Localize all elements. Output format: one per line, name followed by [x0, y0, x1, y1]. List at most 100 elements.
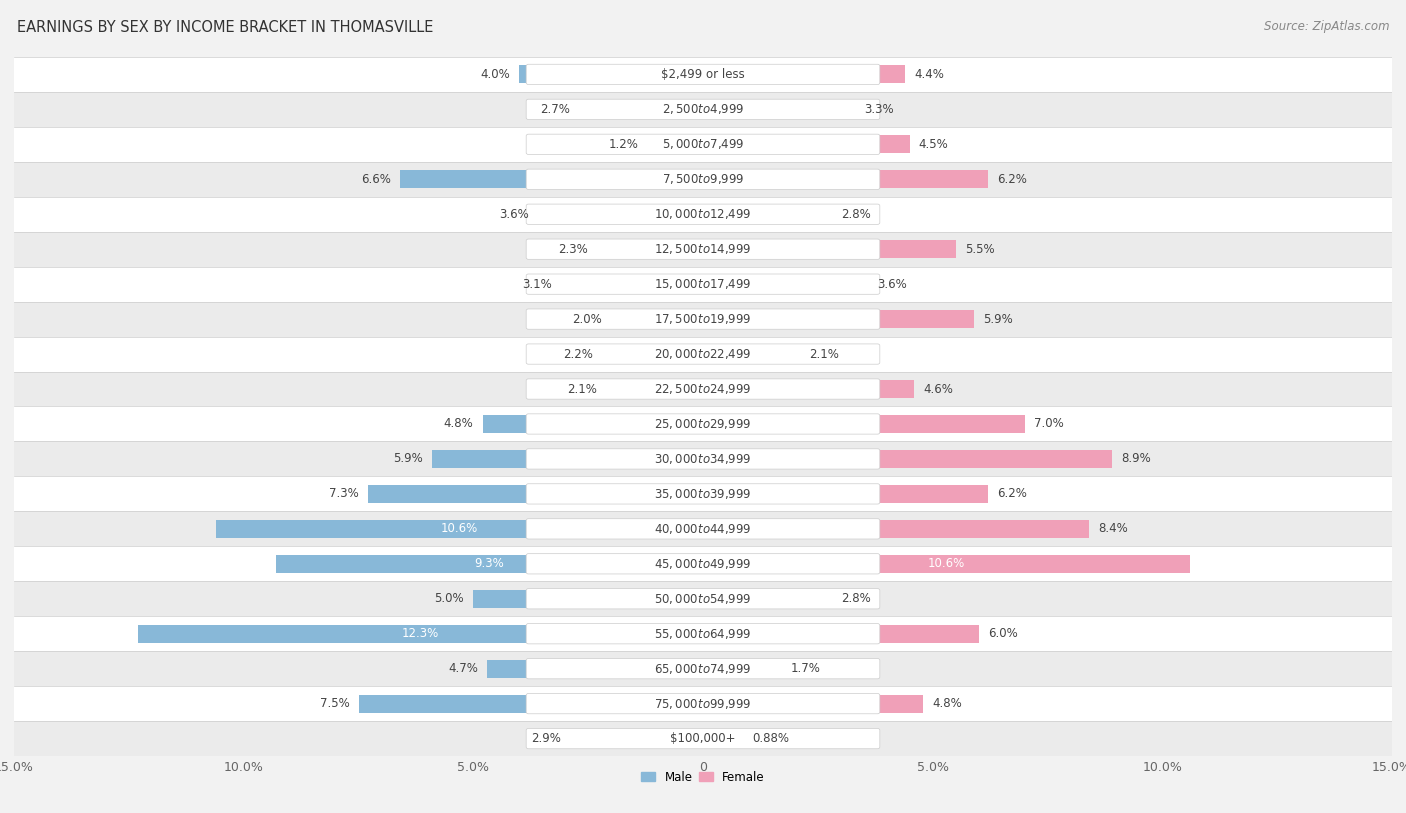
Bar — [579, 100, 703, 119]
Text: $7,500 to $9,999: $7,500 to $9,999 — [662, 172, 744, 186]
Bar — [276, 554, 703, 573]
Bar — [14, 651, 1392, 686]
Text: 7.0%: 7.0% — [1033, 418, 1063, 430]
FancyBboxPatch shape — [526, 693, 880, 714]
FancyBboxPatch shape — [526, 589, 880, 609]
FancyBboxPatch shape — [526, 659, 880, 679]
Bar — [703, 135, 910, 154]
FancyBboxPatch shape — [526, 64, 880, 85]
Text: $2,499 or less: $2,499 or less — [661, 68, 745, 80]
Text: 5.9%: 5.9% — [394, 453, 423, 465]
Bar — [612, 310, 703, 328]
Text: 12.3%: 12.3% — [402, 628, 439, 640]
Text: 4.8%: 4.8% — [932, 698, 962, 710]
FancyBboxPatch shape — [526, 309, 880, 329]
FancyBboxPatch shape — [526, 99, 880, 120]
FancyBboxPatch shape — [526, 204, 880, 224]
Text: $50,000 to $54,999: $50,000 to $54,999 — [654, 592, 752, 606]
Bar — [14, 546, 1392, 581]
Text: $5,000 to $7,499: $5,000 to $7,499 — [662, 137, 744, 151]
Bar — [703, 415, 1025, 433]
Bar — [703, 170, 988, 189]
Bar — [703, 450, 1112, 468]
Text: 5.0%: 5.0% — [434, 593, 464, 605]
Text: $40,000 to $44,999: $40,000 to $44,999 — [654, 522, 752, 536]
Text: $45,000 to $49,999: $45,000 to $49,999 — [654, 557, 752, 571]
Bar — [14, 162, 1392, 197]
Text: $65,000 to $74,999: $65,000 to $74,999 — [654, 662, 752, 676]
Text: 7.3%: 7.3% — [329, 488, 359, 500]
Text: 6.2%: 6.2% — [997, 173, 1026, 185]
Bar — [14, 372, 1392, 406]
Text: 2.3%: 2.3% — [558, 243, 588, 255]
Bar — [703, 65, 905, 84]
FancyBboxPatch shape — [526, 274, 880, 294]
FancyBboxPatch shape — [526, 134, 880, 154]
Bar — [703, 275, 869, 293]
Bar — [703, 729, 744, 748]
Bar — [14, 267, 1392, 302]
Bar — [486, 659, 703, 678]
Text: 4.7%: 4.7% — [449, 663, 478, 675]
Bar — [14, 337, 1392, 372]
Bar — [537, 205, 703, 224]
Bar — [598, 240, 703, 259]
Text: 10.6%: 10.6% — [928, 558, 965, 570]
Bar — [14, 476, 1392, 511]
Text: 4.5%: 4.5% — [920, 138, 949, 150]
Bar — [703, 240, 956, 259]
Bar — [519, 65, 703, 84]
Text: 2.1%: 2.1% — [568, 383, 598, 395]
Text: $55,000 to $64,999: $55,000 to $64,999 — [654, 627, 752, 641]
Text: 2.1%: 2.1% — [808, 348, 838, 360]
Text: 7.5%: 7.5% — [319, 698, 349, 710]
FancyBboxPatch shape — [526, 414, 880, 434]
Bar — [703, 694, 924, 713]
Bar — [14, 92, 1392, 127]
Text: 6.0%: 6.0% — [988, 628, 1018, 640]
FancyBboxPatch shape — [526, 728, 880, 749]
FancyBboxPatch shape — [526, 169, 880, 189]
Text: 9.3%: 9.3% — [475, 558, 505, 570]
Text: 2.0%: 2.0% — [572, 313, 602, 325]
Text: EARNINGS BY SEX BY INCOME BRACKET IN THOMASVILLE: EARNINGS BY SEX BY INCOME BRACKET IN THO… — [17, 20, 433, 35]
FancyBboxPatch shape — [526, 379, 880, 399]
FancyBboxPatch shape — [526, 519, 880, 539]
FancyBboxPatch shape — [526, 624, 880, 644]
Text: 8.9%: 8.9% — [1121, 453, 1150, 465]
Text: 2.8%: 2.8% — [841, 593, 870, 605]
Text: 2.2%: 2.2% — [562, 348, 593, 360]
Bar — [703, 624, 979, 643]
Text: $25,000 to $29,999: $25,000 to $29,999 — [654, 417, 752, 431]
FancyBboxPatch shape — [526, 239, 880, 259]
Text: 4.0%: 4.0% — [481, 68, 510, 80]
Text: 0.88%: 0.88% — [752, 733, 790, 745]
Text: 5.5%: 5.5% — [965, 243, 994, 255]
Bar — [561, 275, 703, 293]
Text: 2.8%: 2.8% — [841, 208, 870, 220]
Text: $12,500 to $14,999: $12,500 to $14,999 — [654, 242, 752, 256]
Text: 1.2%: 1.2% — [609, 138, 638, 150]
Bar — [359, 694, 703, 713]
Text: 3.3%: 3.3% — [863, 103, 893, 115]
Bar — [703, 205, 831, 224]
Text: 1.7%: 1.7% — [790, 663, 820, 675]
FancyBboxPatch shape — [526, 484, 880, 504]
Text: 4.4%: 4.4% — [914, 68, 945, 80]
Bar — [14, 57, 1392, 92]
Text: $30,000 to $34,999: $30,000 to $34,999 — [654, 452, 752, 466]
Bar — [648, 135, 703, 154]
Bar — [703, 520, 1088, 538]
Bar — [138, 624, 703, 643]
Text: $20,000 to $22,499: $20,000 to $22,499 — [654, 347, 752, 361]
Bar — [14, 406, 1392, 441]
Text: 6.2%: 6.2% — [997, 488, 1026, 500]
Text: $15,000 to $17,499: $15,000 to $17,499 — [654, 277, 752, 291]
Bar — [703, 310, 974, 328]
Bar — [482, 415, 703, 433]
Text: 4.6%: 4.6% — [924, 383, 953, 395]
FancyBboxPatch shape — [526, 554, 880, 574]
Bar — [14, 511, 1392, 546]
Text: 4.8%: 4.8% — [444, 418, 474, 430]
FancyBboxPatch shape — [526, 449, 880, 469]
